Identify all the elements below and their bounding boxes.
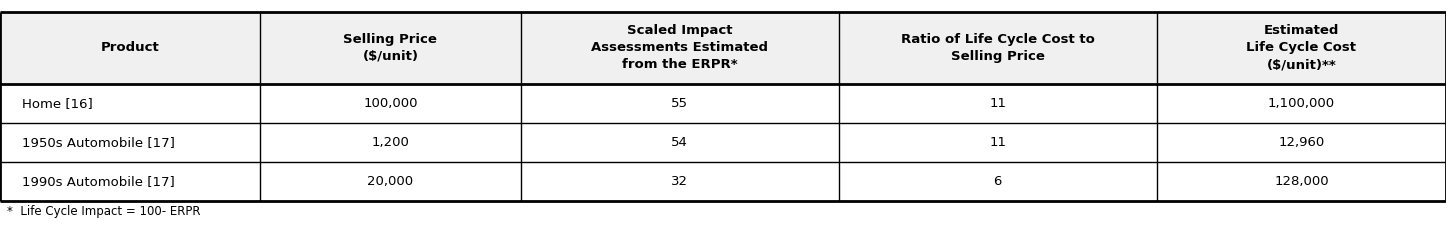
Text: 11: 11	[989, 136, 1006, 149]
Text: 1,100,000: 1,100,000	[1268, 97, 1335, 110]
Text: Estimated
Life Cycle Cost
($/unit)**: Estimated Life Cycle Cost ($/unit)**	[1246, 24, 1356, 71]
Text: 6: 6	[993, 175, 1002, 188]
Text: 100,000: 100,000	[363, 97, 418, 110]
Bar	[0, 12, 1446, 84]
Text: Home [16]: Home [16]	[22, 97, 93, 110]
Text: 20,000: 20,000	[367, 175, 414, 188]
Text: 12,960: 12,960	[1278, 136, 1325, 149]
Text: 1,200: 1,200	[372, 136, 409, 149]
Bar	[0, 162, 1446, 201]
Text: Scaled Impact
Assessments Estimated
from the ERPR*: Scaled Impact Assessments Estimated from…	[591, 24, 768, 71]
Text: 11: 11	[989, 97, 1006, 110]
Text: *  Life Cycle Impact = 100- ERPR: * Life Cycle Impact = 100- ERPR	[7, 205, 201, 218]
Text: 55: 55	[671, 97, 688, 110]
Text: 128,000: 128,000	[1274, 175, 1329, 188]
Bar	[0, 123, 1446, 162]
Text: 54: 54	[671, 136, 688, 149]
Bar	[0, 84, 1446, 123]
Text: Ratio of Life Cycle Cost to
Selling Price: Ratio of Life Cycle Cost to Selling Pric…	[901, 33, 1095, 63]
Text: Product: Product	[101, 41, 159, 54]
Text: 32: 32	[671, 175, 688, 188]
Text: 1990s Automobile [17]: 1990s Automobile [17]	[22, 175, 175, 188]
Text: Selling Price
($/unit): Selling Price ($/unit)	[344, 33, 437, 63]
Text: 1950s Automobile [17]: 1950s Automobile [17]	[22, 136, 175, 149]
